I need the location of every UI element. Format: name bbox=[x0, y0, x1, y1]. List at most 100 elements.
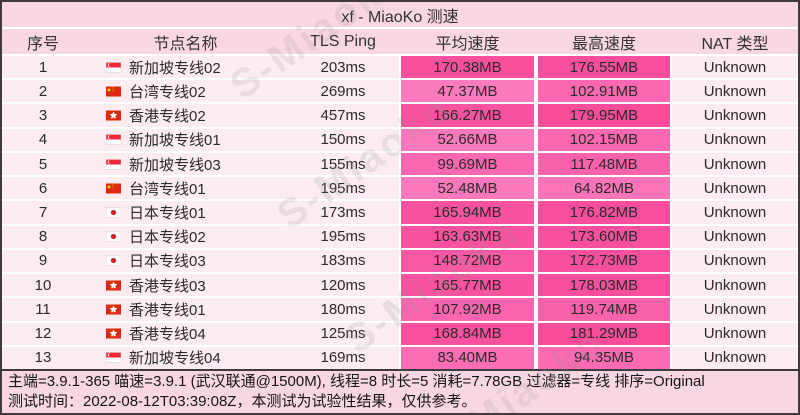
row-index-label: 8 bbox=[38, 228, 48, 246]
node-name: 台湾专线02 bbox=[129, 83, 206, 101]
footer: 主端=3.9.1-365 喵速=3.9.1 (武汉联通@1500M), 线程=8… bbox=[2, 369, 798, 413]
hong-kong-flag-icon bbox=[106, 110, 121, 121]
avg-speed-value-label: 165.77MB bbox=[433, 276, 502, 294]
row-index-label: 12 bbox=[34, 325, 52, 343]
tls-ping-value-label: 203ms bbox=[320, 58, 366, 76]
china-flag-icon bbox=[106, 86, 121, 97]
node-name: 香港专线03 bbox=[129, 277, 206, 295]
max-speed-value: 64.82MB bbox=[536, 177, 672, 200]
node-name: 新加坡专线01 bbox=[129, 132, 221, 150]
avg-speed-value-label: 52.48MB bbox=[437, 179, 498, 197]
avg-speed-value-label: 165.94MB bbox=[433, 204, 502, 222]
table-row: 10 香港专线03 120ms 165.77MB 178.03MB Unknown bbox=[2, 274, 798, 297]
max-speed-value: 176.55MB bbox=[536, 56, 672, 79]
node-name: 新加坡专线04 bbox=[129, 350, 221, 368]
node-name-cell: 日本专线03 bbox=[84, 250, 287, 272]
avg-speed-value-label: 47.37MB bbox=[437, 82, 498, 100]
hong-kong-flag-icon bbox=[106, 280, 121, 291]
node-name: 日本专线03 bbox=[129, 253, 206, 271]
nat-type-value: Unknown bbox=[672, 250, 798, 272]
tls-ping-value: 203ms bbox=[287, 56, 399, 78]
node-name-cell: 台湾专线01 bbox=[84, 177, 287, 199]
avg-speed-value: 166.27MB bbox=[399, 104, 536, 127]
nat-type-value-label: Unknown bbox=[703, 204, 767, 222]
nat-type-value: Unknown bbox=[672, 226, 798, 248]
row-index: 8 bbox=[2, 226, 84, 248]
nat-type-value-label: Unknown bbox=[703, 300, 767, 318]
max-speed-value-label: 102.15MB bbox=[569, 131, 639, 149]
avg-speed-value-label: 99.69MB bbox=[437, 155, 498, 173]
row-index: 13 bbox=[2, 347, 84, 369]
japan-flag-icon bbox=[106, 231, 121, 242]
row-index-label: 7 bbox=[38, 204, 48, 222]
column-header-nat-type: NAT 类型 bbox=[701, 35, 769, 53]
tls-ping-value-label: 173ms bbox=[320, 204, 366, 222]
node-name-cell: 新加坡专线02 bbox=[84, 56, 287, 78]
max-speed-value-label: 181.29MB bbox=[569, 325, 639, 343]
max-speed-value: 102.15MB bbox=[536, 128, 672, 151]
node-name-cell: 日本专线01 bbox=[84, 201, 287, 223]
column-header-node-name: 节点名称 bbox=[153, 35, 218, 53]
nat-type-value-label: Unknown bbox=[703, 349, 767, 367]
node-name-cell: 台湾专线02 bbox=[84, 80, 287, 102]
avg-speed-value: 99.69MB bbox=[399, 152, 536, 176]
node-name-cell: 新加坡专线03 bbox=[84, 153, 287, 175]
row-index: 4 bbox=[2, 129, 84, 151]
tls-ping-value: 183ms bbox=[287, 250, 399, 272]
row-index: 9 bbox=[2, 250, 84, 272]
max-speed-value-label: 64.82MB bbox=[573, 179, 635, 197]
nat-type-value: Unknown bbox=[672, 347, 798, 369]
table-row: 8 日本专线02 195ms 163.63MB 173.60MB Unknown bbox=[2, 225, 798, 248]
tls-ping-value-label: 183ms bbox=[320, 252, 366, 270]
max-speed-value: 172.73MB bbox=[536, 249, 672, 273]
avg-speed-value-label: 83.40MB bbox=[437, 349, 498, 367]
tls-ping-value-label: 125ms bbox=[320, 325, 366, 343]
avg-speed-value: 163.63MB bbox=[399, 225, 536, 248]
tls-ping-value: 150ms bbox=[287, 129, 399, 151]
nat-type-value-label: Unknown bbox=[703, 252, 767, 270]
node-name-cell: 香港专线02 bbox=[84, 104, 287, 126]
node-name: 台湾专线01 bbox=[129, 180, 206, 198]
node-name: 香港专线02 bbox=[129, 108, 206, 126]
tls-ping-value-label: 155ms bbox=[320, 155, 366, 173]
column-header-tls-ping: TLS Ping bbox=[310, 32, 376, 50]
max-speed-value: 176.82MB bbox=[536, 201, 672, 224]
nat-type-value-label: Unknown bbox=[703, 131, 767, 149]
nat-type-value: Unknown bbox=[672, 80, 798, 102]
row-index-label: 3 bbox=[38, 107, 48, 125]
max-speed-value-label: 178.03MB bbox=[569, 276, 639, 294]
nat-type-value: Unknown bbox=[672, 298, 798, 320]
footer-test-time: 测试时间：2022-08-12T03:39:08Z，本测试为试验性结果，仅供参考… bbox=[8, 393, 477, 410]
row-index-label: 11 bbox=[35, 300, 51, 318]
nat-type-value-label: Unknown bbox=[703, 276, 767, 294]
avg-speed-value: 83.40MB bbox=[399, 346, 536, 370]
node-name: 香港专线01 bbox=[129, 301, 206, 319]
hong-kong-flag-icon bbox=[106, 328, 121, 339]
nat-type-value: Unknown bbox=[672, 177, 798, 199]
row-index-label: 4 bbox=[38, 131, 48, 149]
tls-ping-value-label: 195ms bbox=[320, 228, 366, 246]
tls-ping-value-label: 180ms bbox=[320, 300, 366, 318]
row-index: 11 bbox=[2, 298, 84, 320]
avg-speed-value-label: 52.66MB bbox=[437, 131, 498, 149]
max-speed-value-label: 179.95MB bbox=[569, 107, 639, 125]
row-index-label: 1 bbox=[38, 58, 48, 76]
tls-ping-value-label: 150ms bbox=[320, 131, 366, 149]
nat-type-value: Unknown bbox=[672, 104, 798, 126]
table-row: 12 香港专线04 125ms 168.84MB 181.29MB Unknown bbox=[2, 322, 798, 345]
table-row: 3 香港专线02 457ms 166.27MB 179.95MB Unknown bbox=[2, 104, 798, 127]
footer-test-config: 主端=3.9.1-365 喵速=3.9.1 (武汉联通@1500M), 线程=8… bbox=[8, 373, 705, 390]
japan-flag-icon bbox=[106, 207, 121, 218]
max-speed-value-label: 119.74MB bbox=[570, 300, 638, 318]
tls-ping-value-label: 457ms bbox=[320, 107, 366, 125]
max-speed-value-label: 173.60MB bbox=[569, 228, 639, 246]
nat-type-value: Unknown bbox=[672, 274, 798, 296]
node-name: 新加坡专线02 bbox=[129, 59, 221, 77]
max-speed-value-label: 117.48MB bbox=[570, 155, 638, 173]
node-name-cell: 日本专线02 bbox=[84, 226, 287, 248]
table-row: 4 新加坡专线01 150ms 52.66MB 102.15MB Unknown bbox=[2, 128, 798, 151]
row-index-label: 2 bbox=[38, 82, 48, 100]
avg-speed-value: 107.92MB bbox=[399, 298, 536, 321]
nat-type-value: Unknown bbox=[672, 323, 798, 345]
